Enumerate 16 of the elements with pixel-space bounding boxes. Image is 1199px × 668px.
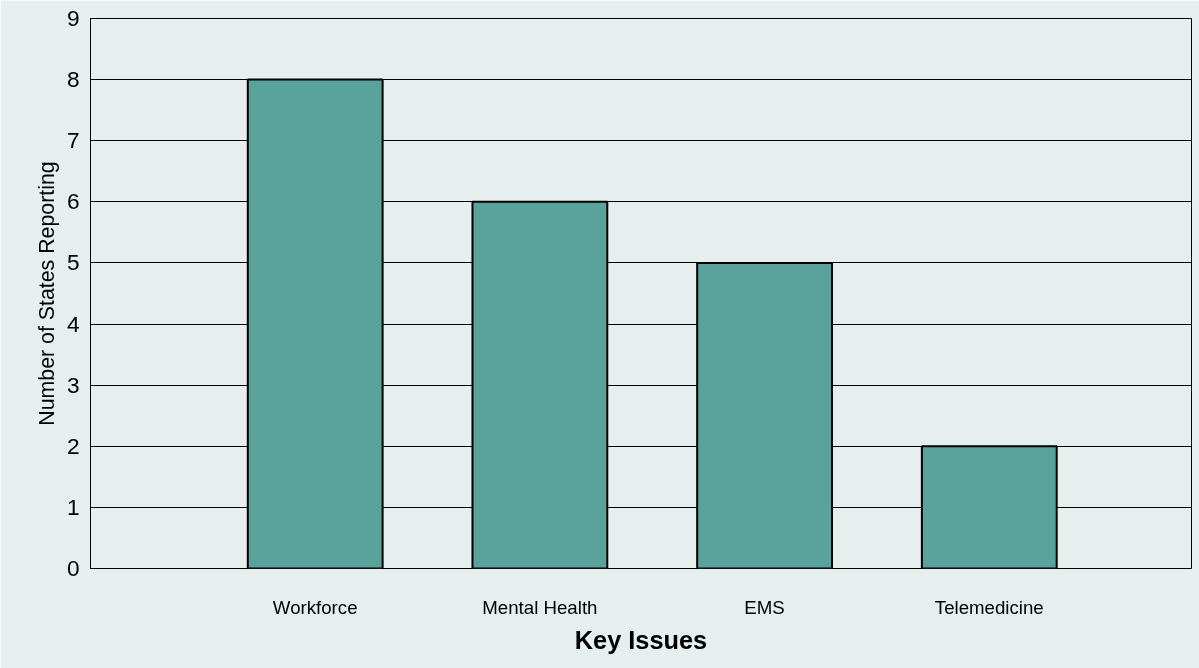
y-axis-title: Number of States Reporting (34, 161, 59, 426)
y-tick-label: 1 (66, 493, 80, 520)
x-tick-label: Mental Health (482, 596, 598, 618)
y-tick-label: 5 (66, 249, 80, 276)
y-tick-label: 6 (66, 188, 80, 215)
x-axis-title: Key Issues (574, 625, 708, 654)
y-tick-label: 8 (66, 66, 80, 93)
y-tick-label: 3 (66, 371, 80, 398)
y-tick-label: 2 (66, 432, 80, 459)
x-tick-label: EMS (744, 596, 785, 618)
y-tick-label: 0 (66, 555, 80, 581)
y-tick-label: 7 (66, 127, 80, 154)
x-tick-label: Workforce (272, 596, 358, 618)
x-tick-label: Telemedicine (934, 596, 1044, 618)
y-tick-label: 9 (66, 5, 80, 31)
y-tick-label: 4 (66, 310, 80, 337)
